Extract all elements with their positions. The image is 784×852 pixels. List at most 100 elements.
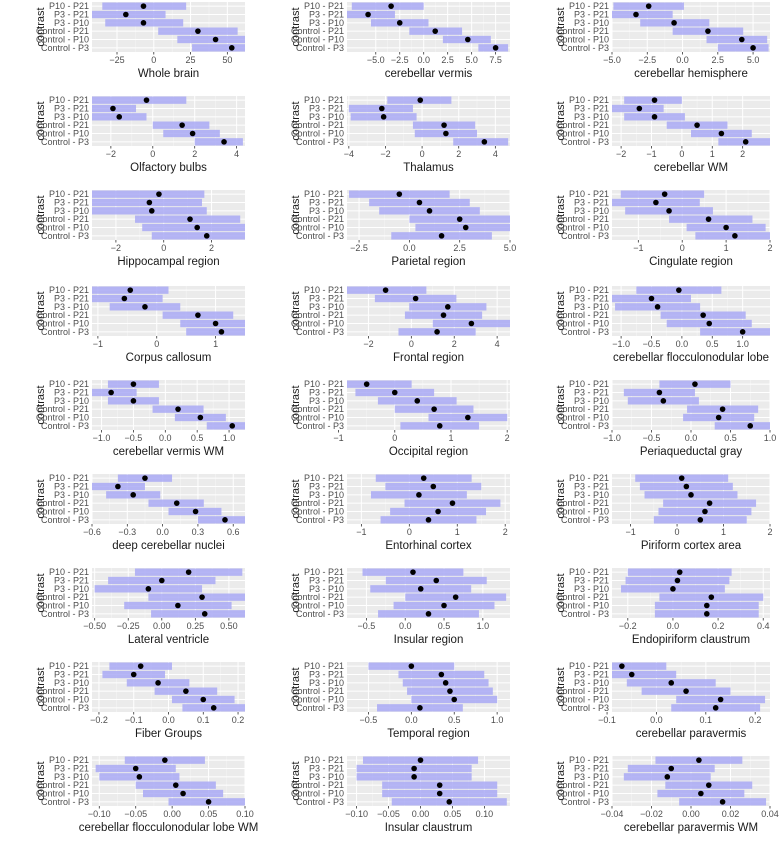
contrast-tick-label: P3 - P10 [54, 302, 89, 312]
x-tick-label: −0.5 [358, 621, 376, 631]
x-tick-label: 0.2 [749, 715, 762, 725]
x-tick-label: 0.5 [724, 433, 737, 443]
contrast-tick-label: P3 - P10 [309, 302, 344, 312]
contrast-tick-label: Control - P10 [36, 413, 89, 423]
x-tick-label: −25 [109, 55, 124, 65]
y-axis-title: contrast [555, 101, 567, 140]
estimate-point [441, 122, 447, 128]
estimate-point [146, 199, 153, 206]
confidence-interval-bar [92, 190, 205, 198]
panel-axis-title: Temporal region [387, 728, 469, 740]
estimate-point [205, 799, 212, 805]
x-tick-label: 0.0 [159, 433, 172, 443]
x-tick-label: 50 [222, 55, 232, 65]
confidence-interval-bar [142, 223, 245, 232]
contrast-tick-label: P10 - P21 [304, 285, 344, 295]
estimate-point [447, 688, 453, 694]
estimate-point [678, 475, 685, 481]
estimate-point [435, 508, 441, 515]
contrast-tick-label: Control - P10 [556, 129, 609, 139]
x-tick-label: 2 [192, 149, 197, 159]
contrast-tick-label: P3 - P10 [54, 490, 89, 500]
x-tick-label: −2 [363, 339, 373, 349]
x-tick-label: −1 [333, 433, 343, 443]
estimate-point [656, 389, 663, 396]
x-tick-label: 0.5 [191, 433, 204, 443]
contrast-tick-label: P10 - P21 [304, 1, 344, 11]
x-tick-label: 0.00 [153, 621, 171, 631]
panel-axis-title: cerebellar flocculonodular lobe WM [79, 822, 259, 834]
contrast-tick-label: Control - P21 [556, 214, 609, 224]
contrast-tick-label: Control - P10 [556, 35, 609, 45]
contrast-tick-label: Control - P10 [36, 507, 89, 517]
contrast-tick-label: Control - P21 [36, 592, 89, 602]
estimate-point [633, 11, 639, 18]
x-tick-label: −0.2 [90, 715, 108, 725]
contrast-tick-label: Control - P21 [36, 120, 89, 130]
estimate-point [433, 577, 440, 584]
confidence-interval-bar [92, 294, 163, 303]
estimate-point [465, 414, 471, 421]
x-tick-label: −2 [106, 149, 116, 159]
contrast-tick-label: P10 - P21 [49, 473, 89, 483]
contrast-tick-label: P3 - P21 [574, 104, 609, 114]
estimate-point [130, 492, 136, 498]
estimate-point [732, 233, 738, 239]
panel-background [347, 96, 510, 146]
estimate-point [653, 199, 659, 206]
panel-axis-title: Frontal region [393, 352, 464, 364]
estimate-point [110, 105, 116, 112]
x-tick-label: 0 [409, 339, 414, 349]
contrast-tick-label: Control - P21 [291, 120, 344, 130]
x-tick-label: 1.0 [736, 339, 749, 349]
contrast-tick-label: P3 - P10 [309, 584, 344, 594]
confidence-interval-bar [453, 138, 509, 146]
contrast-tick-label: Control - P10 [36, 789, 89, 799]
x-tick-label: −4 [344, 149, 354, 159]
panel-axis-title: Fiber Groups [135, 728, 202, 740]
estimate-point [221, 139, 227, 145]
estimate-point [456, 216, 463, 222]
contrast-tick-label: Control - P3 [561, 43, 609, 53]
x-tick-label: −0.05 [377, 809, 400, 819]
contrast-tick-label: P10 - P21 [569, 379, 609, 389]
contrast-tick-label: P10 - P21 [49, 285, 89, 295]
confidence-interval-bar [706, 35, 768, 44]
contrast-tick-label: P3 - P21 [309, 10, 344, 20]
estimate-point [636, 105, 643, 112]
contrast-tick-label: P3 - P10 [309, 206, 344, 216]
estimate-point [158, 577, 165, 584]
panel-background [612, 2, 770, 52]
y-axis-title: contrast [35, 195, 47, 234]
panel-axis-title: deep cerebellar nuclei [112, 540, 225, 552]
contrast-tick-label: Control - P3 [41, 327, 89, 337]
contrast-tick-label: P3 - P21 [309, 482, 344, 492]
estimate-point [706, 320, 713, 327]
y-axis-title: contrast [35, 667, 47, 706]
estimate-point [702, 508, 708, 515]
contrast-tick-label: P3 - P21 [574, 670, 609, 680]
estimate-point [382, 287, 389, 293]
panel-background [612, 286, 770, 336]
x-tick-label: 2 [503, 527, 508, 537]
contrast-tick-label: P3 - P10 [574, 302, 609, 312]
contrast-tick-label: Control - P3 [561, 231, 609, 241]
estimate-point [719, 406, 726, 412]
estimate-point [462, 224, 469, 231]
contrast-tick-label: Control - P21 [36, 498, 89, 508]
estimate-point [705, 216, 712, 222]
contrast-tick-label: Control - P21 [556, 404, 609, 414]
estimate-point [408, 663, 415, 669]
estimate-point [706, 500, 713, 506]
contrast-tick-label: P3 - P21 [54, 576, 89, 586]
contrast-tick-label: Control - P21 [291, 498, 344, 508]
confidence-interval-bar [148, 593, 245, 601]
contrast-tick-label: Control - P3 [296, 43, 344, 53]
estimate-point [628, 671, 635, 678]
x-tick-label: 2 [767, 527, 772, 537]
